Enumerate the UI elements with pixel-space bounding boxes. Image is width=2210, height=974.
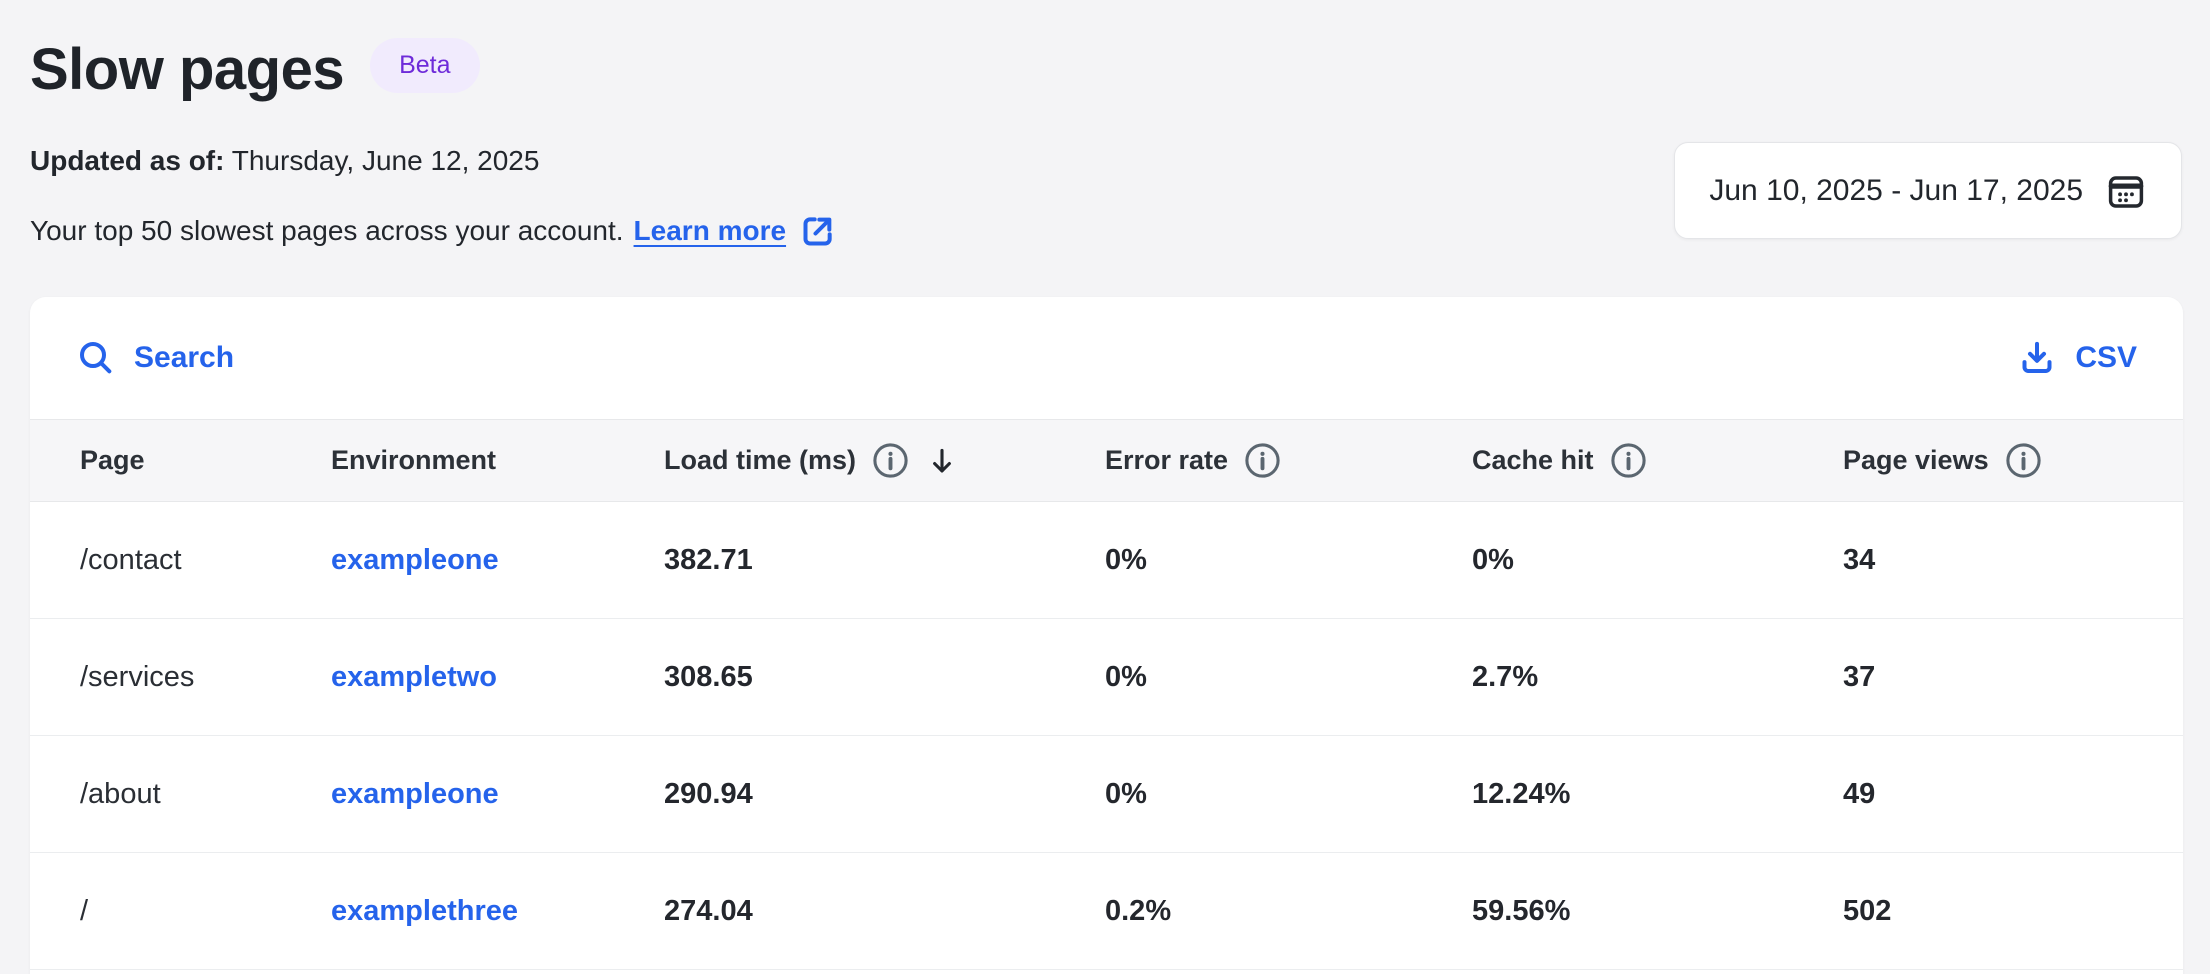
cell-error-rate: 0%: [1105, 660, 1147, 693]
table-row: /contact exampleone 382.71 0% 0% 34: [30, 502, 2183, 619]
search-icon: [76, 338, 116, 378]
updated-line: Updated as of: Thursday, June 12, 2025: [30, 145, 2183, 177]
table-header-row: Page Environment Load time (ms) E: [30, 419, 2183, 502]
column-header-page-views: Page views: [1843, 441, 2183, 480]
page-header: Slow pages Beta Updated as of: Thursday,…: [0, 0, 2210, 251]
cell-page-views: 34: [1843, 543, 1876, 576]
updated-value: Thursday, June 12, 2025: [231, 145, 540, 176]
cell-load-time: 290.94: [664, 777, 753, 810]
cell-page: /: [80, 894, 89, 927]
cell-error-rate: 0%: [1105, 543, 1147, 576]
column-header-page: Page: [80, 445, 145, 475]
cell-load-time: 308.65: [664, 660, 753, 693]
updated-label: Updated as of:: [30, 145, 225, 176]
learn-more-link[interactable]: Learn more: [634, 211, 839, 251]
cell-cache-hit: 59.56%: [1472, 894, 1571, 927]
environment-link[interactable]: exampleone: [331, 543, 499, 576]
cell-cache-hit: 2.7%: [1472, 660, 1539, 693]
beta-badge: Beta: [370, 38, 480, 93]
csv-label: CSV: [2075, 341, 2137, 374]
cell-page-views: 502: [1843, 894, 1892, 927]
title-row: Slow pages Beta: [30, 36, 2183, 103]
column-header-cache-hit: Cache hit: [1472, 441, 1843, 480]
csv-download-button[interactable]: CSV: [2017, 338, 2137, 378]
sort-desc-icon[interactable]: [925, 444, 959, 478]
cell-error-rate: 0.2%: [1105, 894, 1172, 927]
environment-link[interactable]: exampleone: [331, 777, 499, 810]
info-icon[interactable]: [871, 441, 910, 480]
cell-page: /services: [80, 660, 195, 693]
cell-page: /contact: [80, 543, 182, 576]
table-row: / examplethree 274.04 0.2% 59.56% 502: [30, 853, 2183, 970]
search-button[interactable]: Search: [76, 338, 234, 378]
cell-page: /about: [80, 777, 161, 810]
info-icon[interactable]: [2004, 441, 2043, 480]
column-header-environment: Environment: [331, 445, 497, 475]
table-toolbar: Search CSV: [30, 297, 2183, 419]
cell-page-views: 49: [1843, 777, 1876, 810]
date-range-value: Jun 10, 2025 - Jun 17, 2025: [1709, 173, 2083, 207]
column-header-error-rate: Error rate: [1105, 441, 1472, 480]
cell-cache-hit: 12.24%: [1472, 777, 1571, 810]
environment-link[interactable]: exampletwo: [331, 660, 497, 693]
slow-pages-card: Search CSV Page Environment Load time (m…: [30, 297, 2183, 974]
date-range-picker[interactable]: Jun 10, 2025 - Jun 17, 2025: [1674, 142, 2182, 239]
description-line: Your top 50 slowest pages across your ac…: [30, 211, 2183, 251]
cell-error-rate: 0%: [1105, 777, 1147, 810]
info-icon[interactable]: [1609, 441, 1648, 480]
column-header-load-time[interactable]: Load time (ms): [664, 441, 1105, 480]
description-text: Your top 50 slowest pages across your ac…: [30, 215, 624, 246]
table-row: /about exampleone 290.94 0% 12.24% 49: [30, 736, 2183, 853]
search-label: Search: [134, 341, 235, 374]
table-row: /services exampletwo 308.65 0% 2.7% 37: [30, 619, 2183, 736]
download-icon: [2017, 338, 2057, 378]
learn-more-label: Learn more: [633, 215, 787, 246]
cell-cache-hit: 0%: [1472, 543, 1514, 576]
cell-load-time: 382.71: [664, 543, 753, 576]
info-icon[interactable]: [1243, 441, 1282, 480]
environment-link[interactable]: examplethree: [331, 894, 518, 927]
cell-page-views: 37: [1843, 660, 1876, 693]
cell-load-time: 274.04: [664, 894, 753, 927]
page-title: Slow pages: [30, 37, 345, 102]
calendar-icon: [2105, 170, 2147, 212]
external-link-icon: [798, 211, 838, 251]
